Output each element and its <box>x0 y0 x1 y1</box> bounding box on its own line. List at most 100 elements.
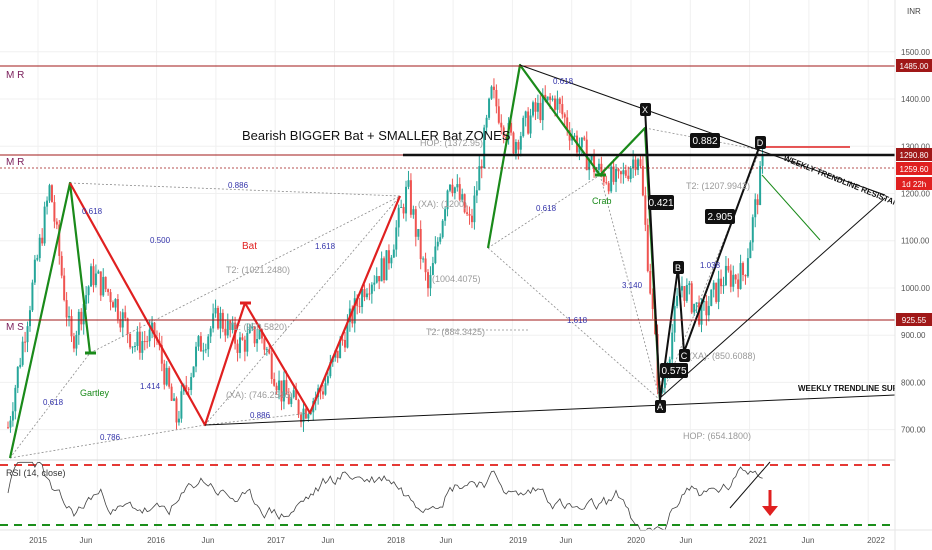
projection-line <box>761 174 821 241</box>
candle-body <box>400 206 403 208</box>
fib-small-bat-xd <box>644 127 761 151</box>
candle-body <box>326 376 329 384</box>
candle-body <box>363 289 366 298</box>
candle-body <box>468 213 471 216</box>
badge-resistance: 1485.00 <box>900 62 929 71</box>
candle-body <box>427 272 430 289</box>
candle-body <box>500 122 503 128</box>
candle-body <box>729 270 732 287</box>
candle-body <box>58 224 61 256</box>
candle-body <box>470 215 473 223</box>
candle-body <box>341 339 344 341</box>
candle-body <box>414 209 417 237</box>
candle-body <box>221 312 224 329</box>
candle-body <box>690 283 693 313</box>
candle-body <box>109 292 112 303</box>
candle-body <box>92 266 95 286</box>
candle-body <box>663 375 666 389</box>
badge-last: 1259.60 <box>900 165 929 174</box>
candle-body <box>578 147 581 153</box>
candle-body <box>112 302 115 308</box>
candle-body <box>732 274 735 287</box>
rsi-line <box>7 461 763 532</box>
candle-body <box>717 278 720 302</box>
price-tick: 1100.00 <box>901 237 930 246</box>
candle-body <box>94 273 97 286</box>
candle-body <box>617 169 620 172</box>
candle-body <box>138 331 141 353</box>
candle-body <box>742 263 745 275</box>
candle-body <box>36 258 39 260</box>
candle-body <box>536 102 539 112</box>
candle-body <box>446 190 449 210</box>
box-0882: 0.882 <box>692 136 717 147</box>
price-axis-bg <box>895 0 932 550</box>
candle-body <box>131 346 134 348</box>
candle-body <box>602 171 605 183</box>
ratio-0618b: 0.618 <box>43 398 64 407</box>
price-tick: 1200.00 <box>901 190 930 199</box>
candle-body <box>53 202 56 222</box>
candle-body <box>153 322 156 338</box>
badge-support: 925.55 <box>902 316 927 325</box>
candle-body <box>612 166 615 182</box>
candle-body <box>278 380 281 391</box>
candle-body <box>270 353 273 379</box>
candle-body <box>436 241 439 247</box>
candle-body <box>453 187 456 194</box>
candle-body <box>38 237 41 259</box>
candle-body <box>534 102 537 112</box>
candle-body <box>197 336 200 347</box>
candle-body <box>619 171 622 175</box>
candle-body <box>551 98 554 100</box>
candle-body <box>746 258 749 277</box>
candle-body <box>580 137 583 148</box>
candle-body <box>475 190 478 196</box>
candle-body <box>365 293 368 298</box>
ratio-0886: 0.886 <box>228 181 249 190</box>
candle-body <box>207 336 210 350</box>
candle-body <box>133 345 136 347</box>
xa-bat-label: (XA): (746.2546) <box>226 390 293 400</box>
rising-trend <box>659 197 886 399</box>
candle-body <box>217 307 220 329</box>
candle-body <box>700 302 703 325</box>
candle-body <box>46 200 49 207</box>
candle-body <box>114 299 117 308</box>
ratio-0786: 0.786 <box>100 433 121 442</box>
candle-body <box>522 117 525 137</box>
t2-bat-label: T2: (1021.2480) <box>226 265 290 275</box>
candle-body <box>605 182 608 184</box>
candle-body <box>646 224 649 271</box>
candle-body <box>28 310 31 327</box>
candle-body <box>607 183 610 192</box>
crab-green-legs <box>486 63 662 401</box>
candle-body <box>50 185 53 203</box>
candle-body <box>754 199 757 218</box>
badge-last-bg <box>896 162 932 175</box>
candle-body <box>368 293 371 295</box>
candle-body <box>19 364 22 367</box>
candle-body <box>192 366 195 378</box>
candle-body <box>441 220 444 238</box>
price-tick: 1000.00 <box>901 284 930 293</box>
candle-body <box>483 127 486 169</box>
candle-body <box>195 346 198 367</box>
candle-body <box>329 362 332 377</box>
badge-countdown: 1d 22h <box>902 180 926 189</box>
ratio-0618a: 0.618 <box>82 207 103 216</box>
candle-body <box>126 318 129 335</box>
ratio-1038: 1.038 <box>700 261 721 270</box>
candle-body <box>573 135 576 137</box>
horizontal-levels <box>0 65 895 321</box>
candle-body <box>75 334 78 349</box>
candle-body <box>258 330 261 340</box>
candle-body <box>124 312 127 319</box>
weekly-resistance-trend <box>519 64 886 196</box>
p1004-label: (1004.4075) <box>432 274 481 284</box>
candle-body <box>170 386 173 401</box>
currency-badge: INR <box>907 7 921 16</box>
candle-body <box>651 293 654 310</box>
candle-body <box>492 86 495 90</box>
